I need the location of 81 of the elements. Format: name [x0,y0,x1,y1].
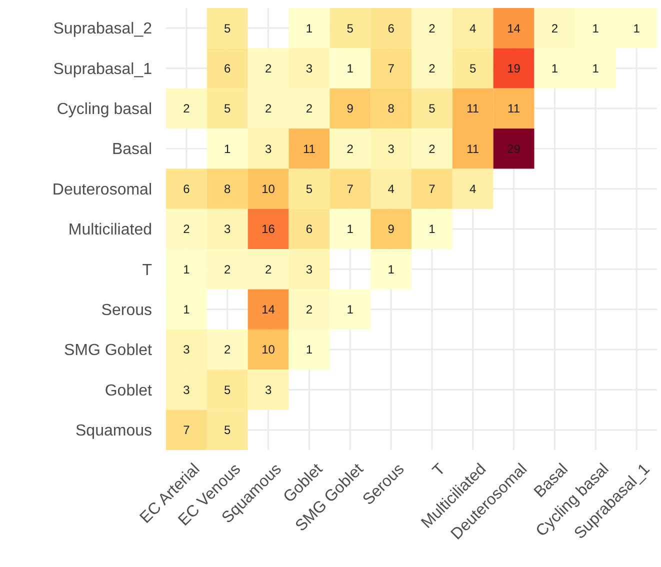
data-label: 3 [388,142,395,156]
data-label: 2 [306,102,313,116]
data-label: 6 [388,21,395,36]
data-label: 2 [264,262,272,276]
data-label: 1 [183,302,190,317]
data-label: 29 [507,142,521,156]
data-label: 1 [346,222,354,236]
data-label: 5 [224,423,232,438]
data-label: 1 [346,302,354,317]
data-label: 2 [224,262,232,276]
data-label: 3 [306,61,313,76]
data-label: 4 [470,182,477,196]
data-label: 2 [224,342,232,357]
data-label: 1 [183,262,190,276]
data-label: 10 [262,342,276,357]
y-tick-label: Squamous [76,422,152,440]
data-label: 19 [507,61,521,76]
data-label: 1 [551,61,558,76]
y-tick-label: Cycling basal [56,101,152,118]
data-label: 5 [306,182,313,196]
data-label: 11 [302,142,316,156]
y-tick-label: Goblet [104,382,153,400]
data-label: 7 [428,182,436,196]
y-tick-label: Suprabasal_1 [53,60,152,78]
data-label: 6 [183,182,190,196]
data-label: 2 [264,102,272,116]
data-label: 11 [466,102,480,116]
data-label: 4 [470,21,477,36]
data-label: 14 [262,302,276,317]
data-label: 10 [262,182,276,196]
data-label: 4 [388,182,395,196]
y-tick-label: T [142,262,152,279]
data-label: 16 [262,222,276,236]
data-label: 6 [306,222,313,236]
data-label: 2 [306,302,313,317]
data-label: 7 [388,61,395,76]
data-label: 3 [306,262,313,276]
data-label: 1 [224,142,232,156]
data-label: 1 [346,61,354,76]
data-label: 9 [346,102,354,116]
data-label: 14 [507,21,521,36]
data-label: 2 [428,21,436,36]
data-label: 2 [183,222,190,236]
y-tick-label: Serous [101,302,152,319]
data-label: 1 [388,262,395,276]
data-label: 7 [346,182,354,196]
data-label: 5 [428,102,436,116]
y-tick-label: Deuterosomal [52,181,152,198]
data-label: 5 [224,382,232,397]
y-tick-label: SMG Goblet [64,342,153,360]
y-tick-label: Basal [112,141,152,158]
data-label: 2 [428,142,436,156]
data-label: 1 [306,21,313,36]
data-label: 3 [183,382,190,397]
data-label: 11 [508,102,520,116]
data-label: 8 [388,102,395,116]
y-tick-label: Multiciliated [68,222,152,239]
data-label: 1 [592,21,600,36]
data-label: 2 [264,61,272,76]
data-label: 1 [428,222,436,236]
data-label: 5 [224,21,232,36]
data-label: 7 [183,423,190,438]
data-label: 8 [224,182,232,196]
data-label: 3 [264,142,272,156]
y-tick-label: Suprabasal_2 [53,20,152,38]
data-label: 2 [428,61,436,76]
data-label: 9 [388,222,395,236]
data-label: 5 [224,102,232,116]
data-label: 5 [470,61,477,76]
data-label: 1 [592,61,600,76]
data-label: 3 [183,342,190,357]
data-label: 1 [633,21,640,36]
data-label: 5 [346,21,354,36]
data-label: 1 [306,342,313,357]
data-label: 3 [264,382,272,397]
data-label: 3 [224,222,232,236]
data-label: 11 [466,142,480,156]
data-label: 2 [183,102,190,116]
data-label: 2 [346,142,354,156]
data-label: 6 [224,61,232,76]
data-label: 2 [551,21,558,36]
